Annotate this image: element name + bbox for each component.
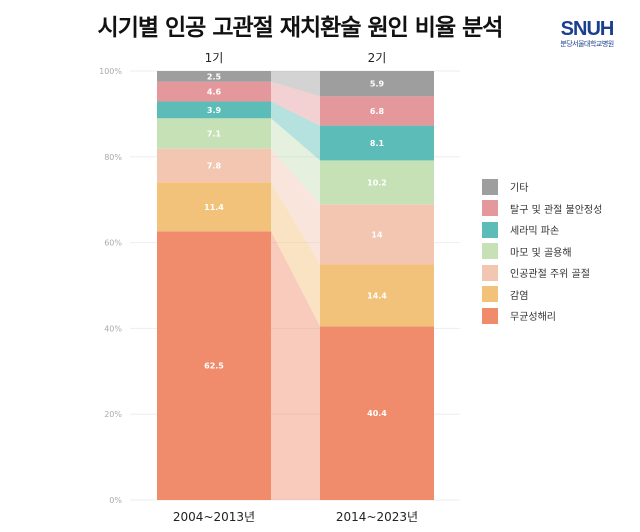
data-label: 7.1 <box>207 130 222 139</box>
y-tick-label: 0% <box>109 496 122 505</box>
connector-band <box>271 148 320 265</box>
y-tick-label: 40% <box>104 324 122 333</box>
connector-band <box>271 231 320 500</box>
bar-segment <box>320 71 434 97</box>
legend-item: 기타 <box>482 176 602 198</box>
data-label: 40.4 <box>367 409 387 418</box>
bar-segment <box>157 101 271 119</box>
legend-swatch <box>482 264 498 281</box>
bar-segment <box>157 231 271 500</box>
legend-item: 감염 <box>482 284 602 306</box>
legend-label: 세라믹 파손 <box>510 226 560 238</box>
connector-band <box>271 81 320 126</box>
legend-label: 기타 <box>510 183 529 195</box>
bar-segment <box>320 204 434 265</box>
data-label: 5.9 <box>370 80 385 89</box>
legend-item: 인공관절 주위 골절 <box>482 262 602 284</box>
data-label: 11.4 <box>204 203 224 212</box>
x-tick-label: 2004~2013년 <box>173 510 255 524</box>
bar-segment <box>320 264 434 327</box>
legend-item: 마모 및 골용해 <box>482 241 602 263</box>
y-tick-label: 100% <box>99 67 122 76</box>
x-tick-label: 2014~2023년 <box>336 510 418 524</box>
group-label: 2기 <box>368 51 387 65</box>
legend-label: 인공관절 주위 골절 <box>510 269 590 281</box>
bar-segment <box>320 125 434 161</box>
connector-band <box>271 118 320 205</box>
legend-swatch <box>482 221 498 238</box>
chart-title: 시기별 인공 고관절 재치환술 원인 비율 분석 <box>97 15 504 41</box>
data-label: 10.2 <box>367 178 387 187</box>
y-tick-label: 20% <box>104 410 122 419</box>
data-label: 8.1 <box>370 139 385 148</box>
legend-swatch <box>482 286 498 303</box>
connector-band <box>271 71 320 97</box>
data-label: 62.5 <box>204 362 224 371</box>
legend-swatch <box>482 243 498 260</box>
bar-segment <box>157 118 271 149</box>
connector-band <box>271 101 320 161</box>
legend-label: 감염 <box>510 290 529 302</box>
legend-swatch <box>482 307 498 324</box>
bar-segment <box>320 160 434 205</box>
bar-segment <box>320 326 434 500</box>
bar-segment <box>157 71 271 82</box>
data-label: 3.9 <box>207 106 222 115</box>
data-label: 14.4 <box>367 291 387 300</box>
legend-label: 마모 및 골용해 <box>510 247 572 259</box>
y-tick-label: 80% <box>104 153 122 162</box>
data-label: 4.6 <box>207 88 222 97</box>
legend-label: 무균성해리 <box>510 312 556 324</box>
snuh-logo: SNUH 분당서울대학교병원 <box>552 18 622 49</box>
bar-segment <box>157 148 271 183</box>
legend-item: 탈구 및 관절 불안정성 <box>482 198 602 220</box>
legend-swatch <box>482 178 498 195</box>
logo-subtext: 분당서울대학교병원 <box>560 40 614 48</box>
legend-swatch <box>482 200 498 217</box>
data-label: 6.8 <box>370 107 385 116</box>
data-label: 7.8 <box>207 162 222 171</box>
bar-segment <box>157 81 271 102</box>
logo-text: SNUH <box>560 18 615 40</box>
data-label: 2.5 <box>207 72 222 81</box>
group-label: 1기 <box>205 51 224 65</box>
data-label: 14 <box>371 230 383 239</box>
legend-item: 무균성해리 <box>482 305 602 327</box>
bar-segment <box>157 182 271 232</box>
legend-label: 탈구 및 관절 불안정성 <box>510 204 603 216</box>
bar-segment <box>320 96 434 126</box>
y-tick-label: 60% <box>104 239 122 248</box>
legend-item: 세라믹 파손 <box>482 219 602 241</box>
connector-band <box>271 182 320 327</box>
